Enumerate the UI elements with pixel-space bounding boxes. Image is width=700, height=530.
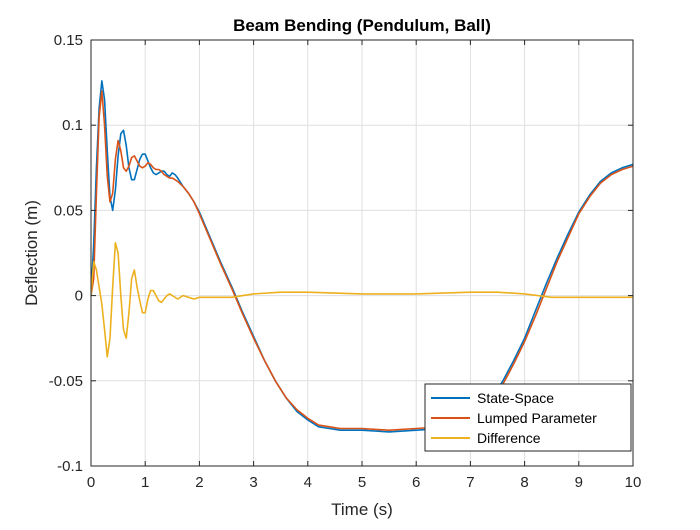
x-tick-label: 3 (249, 474, 257, 491)
y-tick-label: -0.05 (49, 373, 83, 390)
x-tick-label: 0 (87, 474, 95, 491)
x-tick-label: 8 (520, 474, 528, 491)
legend-label: State-Space (477, 390, 554, 406)
legend-label: Lumped Parameter (477, 410, 597, 426)
y-tick-label: -0.1 (57, 458, 83, 475)
y-axis-label: Deflection (m) (22, 200, 41, 306)
x-tick-label: 9 (575, 474, 583, 491)
x-tick-label: 5 (358, 474, 366, 491)
chart-title: Beam Bending (Pendulum, Ball) (233, 16, 491, 35)
series-line-lumped-parameter (91, 90, 633, 432)
ticks: 0 1 2 3 4 5 6 7 8 9 10 -0.1 -0.05 0 0.05 0.1 0.15 (49, 32, 642, 491)
y-tick-label: 0.1 (62, 117, 83, 134)
x-tick-label: 7 (466, 474, 474, 491)
x-axis-label: Time (s) (331, 500, 393, 519)
x-tick-label: 6 (412, 474, 420, 491)
legend[interactable]: State-Space Lumped Parameter Difference (424, 383, 632, 452)
x-tick-label: 10 (625, 474, 642, 491)
x-tick-label: 1 (141, 474, 149, 491)
y-tick-label: 0 (75, 288, 83, 305)
x-tick-label: 2 (195, 474, 203, 491)
y-tick-label: 0.15 (54, 32, 83, 49)
legend-label: Difference (477, 430, 541, 446)
series-line-difference (91, 241, 633, 358)
x-tick-label: 4 (304, 474, 312, 491)
y-tick-label: 0.05 (54, 202, 83, 219)
series-layer (91, 80, 633, 433)
